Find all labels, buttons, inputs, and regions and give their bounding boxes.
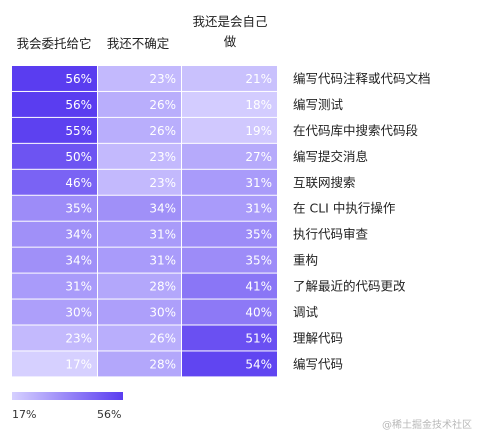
- row-label: 重构: [293, 253, 318, 268]
- heatmap-cell-value: 35%: [65, 202, 92, 216]
- heatmap-cell-value: 46%: [65, 176, 92, 190]
- row-label: 编写测试: [293, 97, 344, 112]
- heatmap-cell-value: 56%: [65, 98, 92, 112]
- heatmap-cell: [98, 273, 181, 299]
- column-header-delegate: 我会委托给它: [16, 36, 92, 51]
- heatmap-cell: [98, 221, 181, 247]
- heatmap-cell: [12, 325, 97, 351]
- heatmap-cell-value: 26%: [149, 331, 176, 345]
- heatmap-cell: [182, 195, 277, 221]
- heatmap-cell: [182, 66, 277, 91]
- heatmap-cell-value: 34%: [149, 202, 176, 216]
- heatmap-cell-value: 17%: [65, 357, 92, 371]
- heatmap-cell-value: 31%: [65, 280, 92, 294]
- row-label: 了解最近的代码更改: [293, 279, 406, 294]
- row-label: 在代码库中搜索代码段: [293, 123, 418, 138]
- heatmap-cell-value: 27%: [245, 150, 272, 164]
- heatmap-cell: [12, 273, 97, 299]
- heatmap-cell-value: 21%: [245, 72, 272, 86]
- heatmap-cell-value: 19%: [245, 124, 272, 138]
- heatmap-cell-value: 50%: [65, 150, 92, 164]
- heatmap-cell-value: 35%: [245, 254, 272, 268]
- row-label: 执行代码审查: [293, 227, 369, 242]
- heatmap-cell: [182, 169, 277, 195]
- heatmap-cell-value: 31%: [245, 176, 272, 190]
- heatmap-cell: [98, 195, 181, 221]
- heatmap-chart: 56% 23% 21% 编写代码注释或代码文档 56% 26% 18% 编写测试 55% 26% 1…: [12, 66, 431, 377]
- heatmap-cell-value: 28%: [149, 357, 176, 371]
- heatmap-cell-value: 41%: [245, 280, 272, 294]
- heatmap-cell-value: 35%: [245, 228, 272, 242]
- heatmap-cell-value: 51%: [245, 331, 272, 345]
- color-scale-legend: [12, 392, 123, 400]
- heatmap-cell: [12, 299, 97, 325]
- heatmap-cell-value: 30%: [65, 306, 92, 320]
- heatmap-cell: [12, 221, 97, 247]
- watermark: @稀土掘金技术社区: [382, 420, 472, 431]
- heatmap-cell: [98, 117, 181, 143]
- heatmap-cell: [98, 351, 181, 377]
- row-label: 理解代码: [293, 330, 343, 345]
- heatmap-cell: [12, 195, 97, 221]
- legend-min-label: 17%: [12, 408, 37, 421]
- heatmap-cell-value: 26%: [149, 124, 176, 138]
- heatmap-cell: [12, 247, 97, 273]
- heatmap-cell-value: 54%: [245, 357, 272, 371]
- heatmap-cell-value: 34%: [65, 254, 92, 268]
- heatmap-cell-value: 30%: [149, 306, 176, 320]
- heatmap-cell-value: 31%: [149, 228, 176, 242]
- heatmap-cell: [182, 143, 277, 169]
- row-label: 编写提交消息: [293, 149, 368, 164]
- heatmap-cell-value: 34%: [65, 228, 92, 242]
- heatmap-cell: [182, 299, 277, 325]
- heatmap-cell: [182, 221, 277, 247]
- heatmap-cell: [98, 247, 181, 273]
- row-label: 编写代码注释或代码文档: [293, 71, 431, 86]
- heatmap-cell-value: 23%: [65, 331, 92, 345]
- heatmap-cell-value: 55%: [65, 124, 92, 138]
- heatmap-cell: [98, 299, 181, 325]
- heatmap-cell: [12, 143, 97, 169]
- heatmap-cell-value: 26%: [149, 98, 176, 112]
- heatmap-cell: [12, 117, 97, 143]
- heatmap-cell: [98, 91, 181, 117]
- heatmap-cell-value: 18%: [245, 98, 272, 112]
- heatmap-cell: [182, 91, 277, 117]
- heatmap-cell-value: 23%: [149, 176, 176, 190]
- heatmap-cell-value: 23%: [149, 72, 176, 86]
- heatmap-cell: [182, 247, 277, 273]
- heatmap-cell: [182, 325, 277, 351]
- heatmap-cell: [98, 143, 181, 169]
- heatmap-cell: [12, 91, 97, 117]
- heatmap-cell: [182, 351, 277, 377]
- legend-max-label: 56%: [97, 408, 122, 421]
- column-header-do-myself: 我还是会自己做: [192, 14, 268, 49]
- heatmap-cell-value: 31%: [245, 202, 272, 216]
- heatmap-cell-value: 23%: [149, 150, 176, 164]
- column-header-unsure: 我还不确定: [106, 36, 170, 51]
- heatmap-cell-value: 56%: [65, 72, 92, 86]
- heatmap-cell: [12, 351, 97, 377]
- heatmap-cell: [182, 117, 277, 143]
- heatmap-cell-value: 28%: [149, 280, 176, 294]
- heatmap-cell-value: 31%: [149, 254, 176, 268]
- heatmap-cell: [182, 273, 277, 299]
- row-label: 编写代码: [293, 356, 343, 371]
- heatmap-cell: [98, 66, 181, 91]
- heatmap-cell: [12, 169, 97, 195]
- heatmap-cell: [98, 325, 181, 351]
- row-label: 互联网搜索: [293, 175, 356, 190]
- heatmap-cell: [12, 66, 97, 91]
- row-label: 在 CLI 中执行操作: [293, 201, 396, 216]
- heatmap-cell-value: 40%: [245, 306, 272, 320]
- row-label: 调试: [293, 305, 319, 320]
- heatmap-cell: [98, 169, 181, 195]
